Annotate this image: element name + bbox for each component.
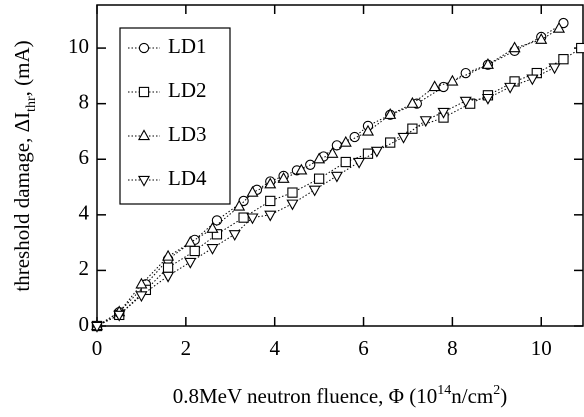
marker bbox=[362, 148, 374, 159]
marker bbox=[264, 177, 277, 189]
y-tick-label: 4 bbox=[79, 201, 90, 225]
legend-label: LD2 bbox=[168, 78, 207, 102]
marker bbox=[438, 81, 449, 93]
marker bbox=[295, 163, 308, 175]
y-tick-label: 8 bbox=[79, 89, 90, 113]
x-label-part: n/cm bbox=[451, 384, 493, 408]
legend-label: LD1 bbox=[168, 34, 207, 58]
marker bbox=[138, 42, 150, 54]
marker bbox=[397, 132, 410, 144]
marker bbox=[137, 175, 151, 187]
marker bbox=[286, 199, 299, 211]
marker bbox=[331, 140, 343, 151]
marker bbox=[504, 82, 517, 94]
marker bbox=[233, 199, 246, 211]
marker bbox=[287, 187, 298, 198]
marker bbox=[206, 244, 219, 255]
marker bbox=[460, 67, 471, 79]
x-axis-label: 0.8MeV neutron fluence, Φ (1014n/cm2) bbox=[173, 383, 508, 408]
marker bbox=[326, 146, 339, 158]
y-tick-label: 2 bbox=[79, 256, 90, 280]
marker bbox=[370, 146, 383, 158]
marker bbox=[558, 54, 569, 65]
plot-frame bbox=[96, 4, 584, 327]
marker bbox=[406, 96, 419, 108]
marker bbox=[206, 221, 219, 233]
x-label-part: 2 bbox=[493, 383, 500, 398]
marker bbox=[361, 124, 375, 136]
marker bbox=[419, 116, 432, 128]
y-label-part: , (mA) bbox=[10, 40, 34, 96]
x-tick-label: 0 bbox=[92, 336, 103, 360]
legend-box bbox=[119, 27, 231, 205]
marker bbox=[437, 107, 450, 119]
x-label-part: 0.8MeV neutron fluence, Φ (10 bbox=[173, 384, 438, 408]
marker bbox=[238, 212, 249, 223]
marker bbox=[277, 171, 290, 183]
x-tick-label: 4 bbox=[269, 336, 280, 360]
marker bbox=[508, 41, 521, 53]
marker bbox=[481, 58, 494, 69]
marker bbox=[246, 213, 259, 225]
marker bbox=[162, 271, 175, 283]
marker bbox=[407, 123, 418, 134]
marker bbox=[211, 229, 223, 240]
marker bbox=[228, 230, 241, 242]
marker bbox=[265, 195, 276, 207]
marker bbox=[459, 96, 472, 108]
y-label-part: threshold damage, ΔI bbox=[10, 112, 34, 292]
marker bbox=[246, 185, 259, 197]
marker bbox=[135, 291, 148, 303]
marker bbox=[509, 76, 520, 87]
marker bbox=[162, 262, 174, 273]
marker bbox=[313, 173, 325, 184]
marker bbox=[349, 131, 360, 143]
marker bbox=[428, 80, 441, 92]
y-tick-label: 6 bbox=[79, 145, 90, 169]
y-tick-label: 10 bbox=[68, 34, 89, 58]
marker bbox=[90, 321, 104, 333]
marker bbox=[330, 171, 343, 183]
marker bbox=[140, 284, 152, 296]
y-axis-label: threshold damage, ΔIthr, (mA) bbox=[10, 40, 39, 291]
marker bbox=[211, 215, 223, 226]
marker bbox=[264, 210, 277, 222]
marker bbox=[189, 245, 200, 257]
x-label-part: 14 bbox=[437, 383, 451, 398]
marker bbox=[481, 93, 494, 105]
marker bbox=[184, 235, 197, 247]
marker bbox=[135, 277, 148, 289]
marker bbox=[162, 249, 175, 261]
marker bbox=[313, 152, 326, 164]
marker bbox=[184, 257, 197, 269]
y-tick-label: 0 bbox=[79, 312, 90, 336]
x-tick-label: 6 bbox=[358, 336, 369, 360]
x-tick-label: 2 bbox=[181, 336, 192, 360]
x-tick-label: 8 bbox=[447, 336, 458, 360]
marker bbox=[531, 67, 542, 79]
marker bbox=[137, 129, 151, 141]
marker bbox=[385, 137, 396, 148]
x-tick-label: 10 bbox=[531, 336, 552, 360]
marker bbox=[548, 63, 561, 75]
marker bbox=[113, 310, 126, 322]
marker bbox=[340, 156, 351, 168]
marker bbox=[576, 42, 584, 54]
y-label-part: thr bbox=[24, 96, 39, 112]
marker bbox=[138, 86, 150, 98]
legend-label: LD4 bbox=[168, 166, 207, 190]
marker bbox=[339, 135, 352, 147]
x-label-part: ) bbox=[500, 384, 507, 408]
marker bbox=[446, 74, 459, 86]
marker bbox=[308, 185, 321, 197]
marker bbox=[526, 74, 539, 86]
legend-label: LD3 bbox=[168, 122, 207, 146]
marker bbox=[353, 157, 366, 169]
marker bbox=[552, 21, 566, 33]
marker bbox=[384, 108, 397, 119]
marker bbox=[535, 33, 548, 44]
